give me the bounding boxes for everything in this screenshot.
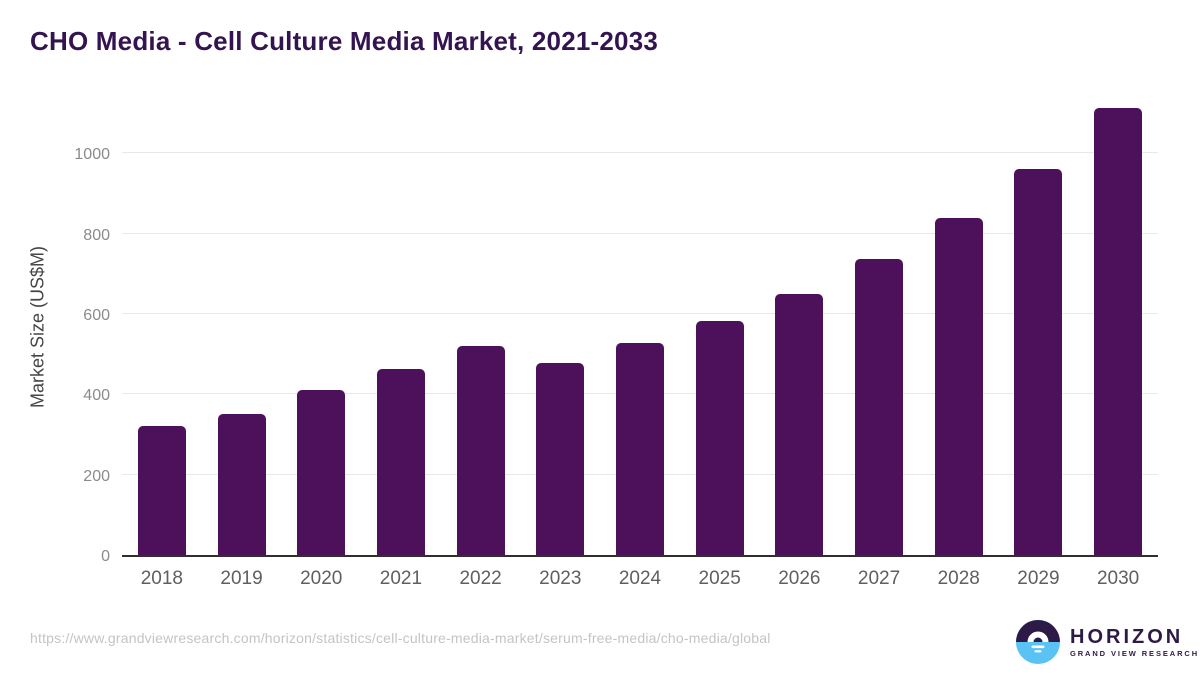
bar-2020 bbox=[297, 390, 346, 555]
logo-subtitle: GRAND VIEW RESEARCH bbox=[1070, 649, 1200, 658]
xtick-2027: 2027 bbox=[857, 568, 901, 589]
bar-slot-2018 bbox=[122, 95, 202, 555]
ytick-0: 0 bbox=[101, 548, 110, 565]
ytick-1000: 1000 bbox=[74, 146, 110, 164]
gridline-1000 bbox=[122, 152, 1158, 154]
bar-series bbox=[122, 95, 1158, 555]
bar-2021 bbox=[376, 369, 425, 555]
xtick-2018: 2018 bbox=[140, 568, 183, 589]
xtick-2028: 2028 bbox=[937, 568, 980, 589]
bar-slot-2019 bbox=[202, 95, 282, 555]
xtick-2021: 2021 bbox=[379, 568, 423, 589]
bar-2030 bbox=[1094, 108, 1143, 555]
ytick-600: 600 bbox=[83, 306, 110, 324]
y-axis-title: Market Size (US$M) bbox=[27, 245, 48, 409]
bar-slot-2021 bbox=[361, 95, 441, 555]
bar-slot-2026 bbox=[760, 95, 840, 555]
bar-slot-2024 bbox=[600, 95, 680, 555]
bar-slot-2020 bbox=[281, 95, 361, 555]
bar-slot-2027 bbox=[839, 95, 919, 555]
logo-text: HORIZON GRAND VIEW RESEARCH bbox=[1070, 626, 1199, 658]
brand-logo: HORIZON GRAND VIEW RESEARCH bbox=[1016, 620, 1199, 664]
ytick-400: 400 bbox=[83, 387, 110, 405]
xtick-2023: 2023 bbox=[539, 568, 582, 589]
gridline-800 bbox=[122, 232, 1158, 234]
bar-slot-2025 bbox=[680, 95, 760, 555]
xtick-2026: 2026 bbox=[778, 568, 821, 589]
horizon-logo-icon bbox=[1016, 620, 1060, 664]
bar-slot-2030 bbox=[1078, 95, 1158, 555]
gridline-600 bbox=[122, 312, 1158, 314]
bar-slot-2023 bbox=[520, 95, 600, 555]
xtick-2025: 2025 bbox=[698, 568, 741, 589]
bar-2028 bbox=[934, 218, 983, 555]
bar-2023 bbox=[536, 363, 585, 555]
xtick-2024: 2024 bbox=[618, 568, 662, 589]
plot-area bbox=[122, 95, 1158, 557]
bar-slot-2029 bbox=[999, 95, 1079, 555]
xtick-2029: 2029 bbox=[1017, 568, 1060, 589]
chart-title: CHO Media - Cell Culture Media Market, 2… bbox=[30, 26, 659, 56]
bar-slot-2028 bbox=[919, 95, 999, 555]
bar-2027 bbox=[855, 259, 904, 555]
bar-slot-2022 bbox=[441, 95, 521, 555]
xtick-2020: 2020 bbox=[300, 568, 343, 589]
x-axis-tick-labels: 2018 2019 2020 2021 2022 2023 2024 2025 2026 2027… bbox=[122, 568, 1158, 590]
xtick-2030: 2030 bbox=[1096, 568, 1140, 589]
logo-name: HORIZON bbox=[1070, 626, 1184, 648]
bar-2025 bbox=[695, 321, 744, 555]
bar-2026 bbox=[775, 294, 824, 555]
xtick-2022: 2022 bbox=[459, 568, 502, 589]
ytick-200: 200 bbox=[83, 467, 110, 485]
xtick-2019: 2019 bbox=[220, 568, 263, 589]
y-axis-tick-labels: 0 200 400 600 800 1000 bbox=[52, 95, 110, 565]
source-url: https://www.grandviewresearch.com/horizo… bbox=[30, 630, 771, 646]
bar-2024 bbox=[615, 343, 664, 555]
bar-2018 bbox=[137, 426, 186, 555]
bar-2022 bbox=[456, 346, 505, 555]
bar-2019 bbox=[217, 414, 266, 555]
ytick-800: 800 bbox=[83, 226, 110, 244]
bar-2029 bbox=[1014, 169, 1063, 555]
